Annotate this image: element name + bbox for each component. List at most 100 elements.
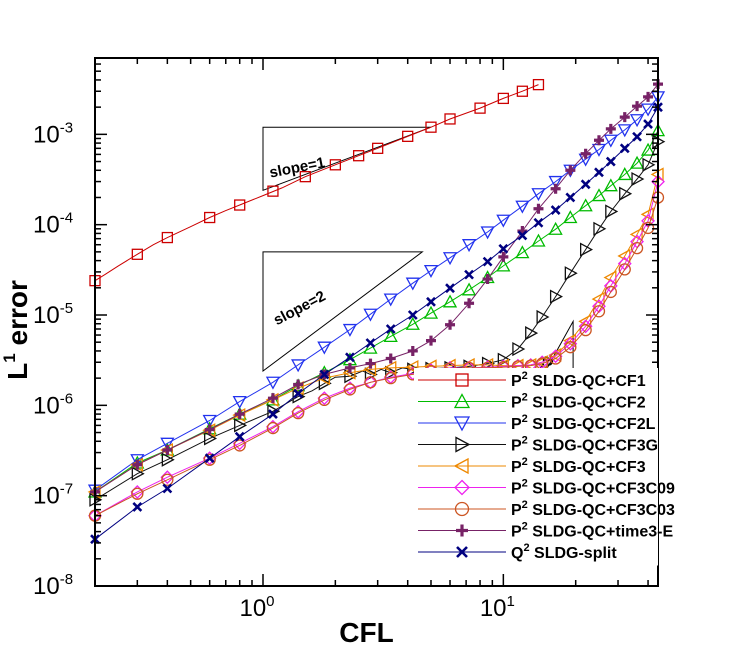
data-point-diamond — [454, 479, 470, 496]
data-point-triangle-up — [578, 198, 593, 212]
data-point-plus — [407, 345, 418, 356]
data-point-triangle-down — [342, 323, 358, 337]
y-tick-label: 10-4 — [33, 210, 73, 239]
data-point-triangle-down — [363, 308, 378, 322]
data-point-triangle-down — [317, 341, 332, 355]
data-point-x — [132, 502, 143, 512]
series-line — [94, 174, 659, 493]
data-point-triangle-down — [423, 264, 439, 278]
data-point-triangle-left — [640, 207, 654, 222]
data-point-circle — [579, 323, 592, 337]
data-point-circle — [630, 241, 644, 255]
data-point-plus — [132, 459, 143, 470]
data-point-triangle-up — [405, 316, 420, 330]
y-axis-title-sup: 1 — [0, 353, 19, 362]
data-point-triangle-right — [631, 171, 645, 187]
data-point-x — [385, 324, 396, 334]
series-line — [94, 84, 539, 282]
legend-item: Q2 SLDG-split — [418, 542, 617, 562]
data-point-x — [580, 179, 591, 190]
data-point-plus — [456, 524, 468, 537]
data-point-triangle-down — [232, 395, 247, 409]
data-point-circle — [364, 376, 377, 389]
legend-item: P2 SLDG-QC+CF3G — [418, 435, 658, 455]
data-point-triangle-up — [515, 245, 530, 259]
data-point-triangle-right — [605, 204, 619, 219]
data-point-triangle-right — [481, 356, 495, 371]
y-axis-title-base: L — [2, 363, 33, 380]
x-axis-title: CFL — [339, 617, 393, 648]
data-point-square — [402, 130, 414, 143]
data-point-triangle-down — [617, 124, 632, 138]
data-point-x — [204, 453, 215, 464]
data-point-circle — [604, 285, 617, 299]
data-point-x — [482, 256, 493, 267]
legend-label: P2 SLDG-QC+CF3G — [511, 435, 658, 455]
data-point-plus — [234, 409, 245, 420]
data-point-circle — [384, 371, 397, 385]
data-point-triangle-up — [423, 305, 439, 319]
legend-item: P2 SLDG-QC+CF3C09 — [418, 478, 675, 498]
data-point-triangle-up — [591, 188, 607, 202]
data-point-square — [532, 78, 545, 91]
data-point-plus — [593, 135, 604, 146]
data-point-triangle-right — [549, 289, 563, 304]
data-point-x — [345, 352, 355, 363]
data-point-plus — [425, 335, 436, 346]
series-line — [94, 83, 659, 493]
data-point-x — [162, 483, 173, 494]
data-point-square — [474, 102, 486, 114]
data-point-triangle-up — [531, 233, 546, 247]
data-point-square — [444, 113, 456, 125]
data-point-triangle-right — [564, 266, 578, 281]
data-point-x — [605, 156, 616, 167]
data-point-circle — [233, 439, 246, 452]
y-tick-label: 10-7 — [33, 481, 73, 510]
data-point-triangle-right — [407, 362, 421, 377]
data-point-x — [632, 131, 642, 142]
data-point-triangle-down — [640, 103, 656, 117]
data-point-triangle-right — [525, 326, 539, 341]
data-point-circle — [592, 305, 606, 318]
data-point-triangle-down — [291, 359, 306, 373]
data-point-plus — [632, 101, 643, 112]
data-point-square — [161, 231, 174, 244]
x-tick-label: 100 — [239, 593, 274, 622]
data-point-triangle-up — [453, 393, 471, 409]
data-point-circle — [318, 393, 331, 407]
slope-label: slope=2 — [271, 288, 329, 329]
y-tick-label: 10-3 — [33, 119, 73, 148]
data-point-x — [498, 243, 509, 254]
data-point-x — [565, 192, 576, 203]
data-point-plus — [605, 123, 616, 134]
data-point-circle — [564, 341, 577, 354]
series-6 — [88, 191, 665, 522]
data-point-square — [234, 199, 246, 211]
data-point-triangle-up — [496, 258, 511, 272]
data-point-diamond — [563, 336, 578, 351]
data-point-plus — [482, 274, 493, 285]
data-point-triangle-right — [642, 157, 656, 172]
data-point-square — [455, 373, 469, 387]
data-point-plus — [445, 319, 456, 330]
slope-triangle — [262, 251, 424, 372]
data-point-x — [643, 119, 653, 129]
legend-item: P2 SLDG-QC+time3-E — [418, 521, 673, 541]
data-point-plus — [464, 298, 475, 309]
data-point-triangle-left — [591, 292, 605, 307]
data-point-square — [267, 185, 279, 197]
data-point-triangle-right — [161, 452, 175, 467]
data-point-plus — [533, 203, 544, 214]
y-tick-label: 10-5 — [33, 300, 73, 329]
legend-item: P2 SLDG-QC+CF3 — [418, 456, 646, 476]
y-tick-label: 10-6 — [33, 390, 73, 419]
plot-frame — [94, 57, 659, 587]
data-point-square — [131, 248, 143, 260]
slope-triangle — [262, 126, 432, 192]
data-point-square — [497, 92, 509, 105]
data-point-triangle-down — [453, 416, 471, 432]
data-point-triangle-down — [442, 252, 458, 266]
data-point-x — [456, 546, 468, 558]
legend-label: Q2 SLDG-split — [511, 542, 617, 562]
